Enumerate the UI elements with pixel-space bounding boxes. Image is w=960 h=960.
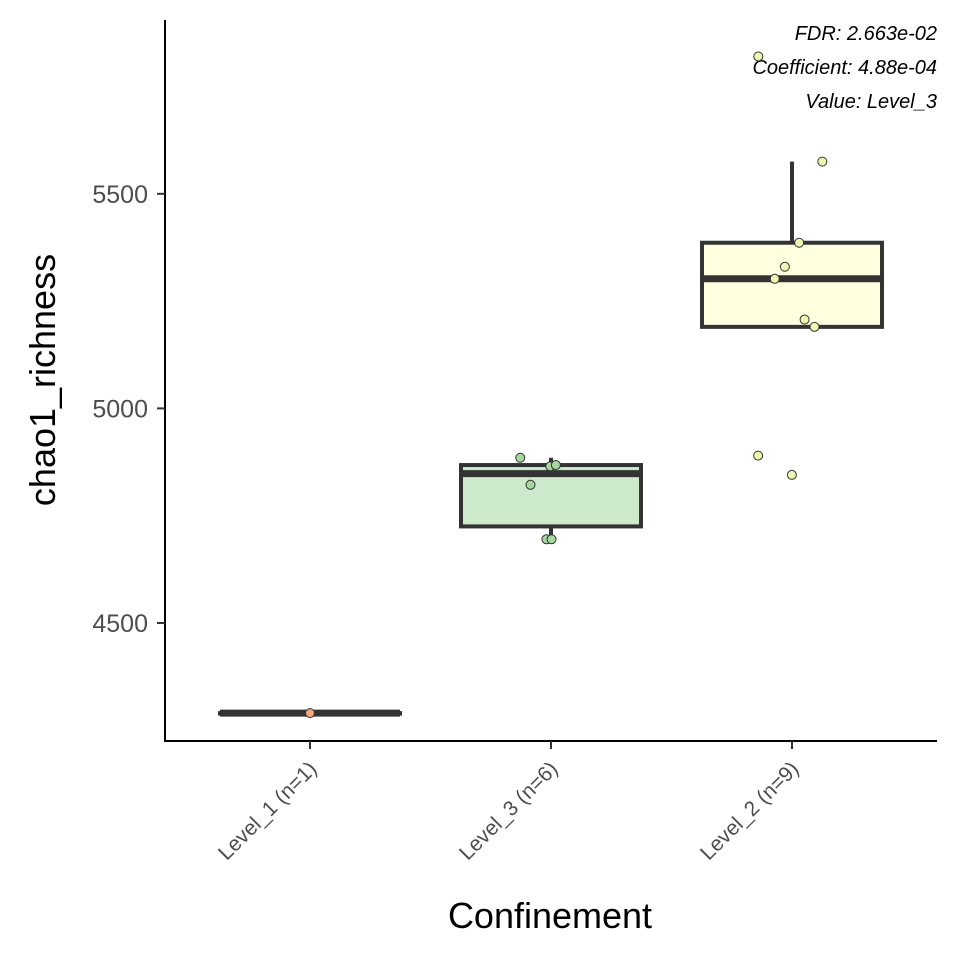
stats-annotations: FDR: 2.663e-02 Coefficient: 4.88e-04 Val… [752,23,937,113]
box-group [459,452,643,545]
box-group [700,51,884,480]
data-point [550,460,561,471]
x-ticks: Level_1 (n=1) Level_3 (n=6) Level_2 (n=9) [214,741,804,865]
data-point [753,51,764,62]
data-point [817,156,828,167]
annotation-coefficient: Coefficient: 4.88e-04 [752,57,937,79]
plot-area [218,51,884,719]
x-tick-label: Level_2 (n=9) [696,757,803,864]
data-point [786,469,797,480]
data-point [753,450,764,461]
annotation-value: Value: Level_3 [805,91,937,113]
data-point [779,261,790,272]
y-tick-label: 5500 [92,181,148,209]
data-point [515,452,526,463]
data-point [305,708,315,719]
data-point [546,534,557,545]
x-tick-label: Level_3 (n=6) [455,757,562,864]
annotation-fdr: FDR: 2.663e-02 [795,23,937,45]
box-group [218,708,402,719]
y-axis-title: chao1_richness [22,254,63,506]
box [700,240,884,329]
data-point [799,314,810,325]
data-point [809,321,820,332]
x-axis-title: Confinement [448,895,652,936]
x-tick-label: Level_1 (n=1) [214,757,321,864]
y-tick-label: 4500 [92,610,148,638]
y-ticks: 4500 5000 5500 [92,181,165,638]
data-point [525,479,536,490]
y-tick-label: 5000 [92,395,148,423]
data-point [769,273,780,284]
data-point [794,237,805,248]
